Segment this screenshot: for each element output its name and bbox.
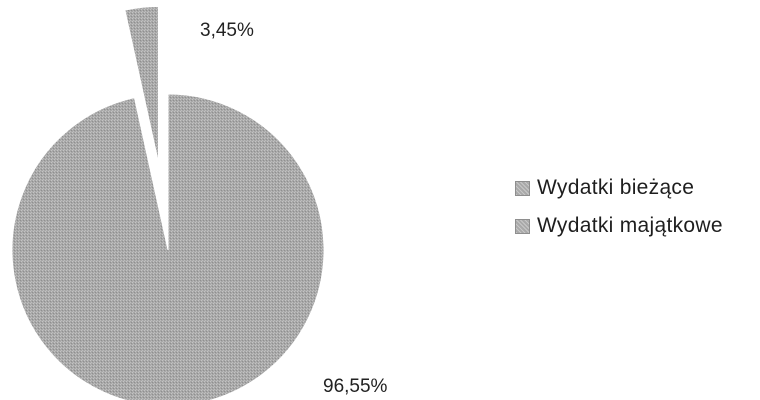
legend-swatch-wydatki-majatkowe (515, 218, 530, 234)
pie-slice-wydatki-majatkowe (124, 6, 159, 163)
pie-slice-wydatki-biezace (11, 93, 325, 400)
data-label-wydatki-biezace: 96,55% (323, 376, 388, 397)
legend-swatch-wydatki-biezace (515, 180, 530, 196)
legend-item-wydatki-majatkowe: Wydatki majątkowe (515, 213, 723, 239)
pie-slices (11, 6, 325, 400)
legend-label-wydatki-majatkowe: Wydatki majątkowe (537, 214, 723, 237)
legend-item-wydatki-biezace: Wydatki bieżące (515, 175, 723, 201)
pie-data-labels: 96,55% 3,45% (200, 20, 388, 397)
data-label-wydatki-majatkowe: 3,45% (200, 20, 254, 41)
legend: Wydatki bieżące Wydatki majątkowe (515, 175, 723, 251)
legend-label-wydatki-biezace: Wydatki bieżące (537, 176, 695, 199)
